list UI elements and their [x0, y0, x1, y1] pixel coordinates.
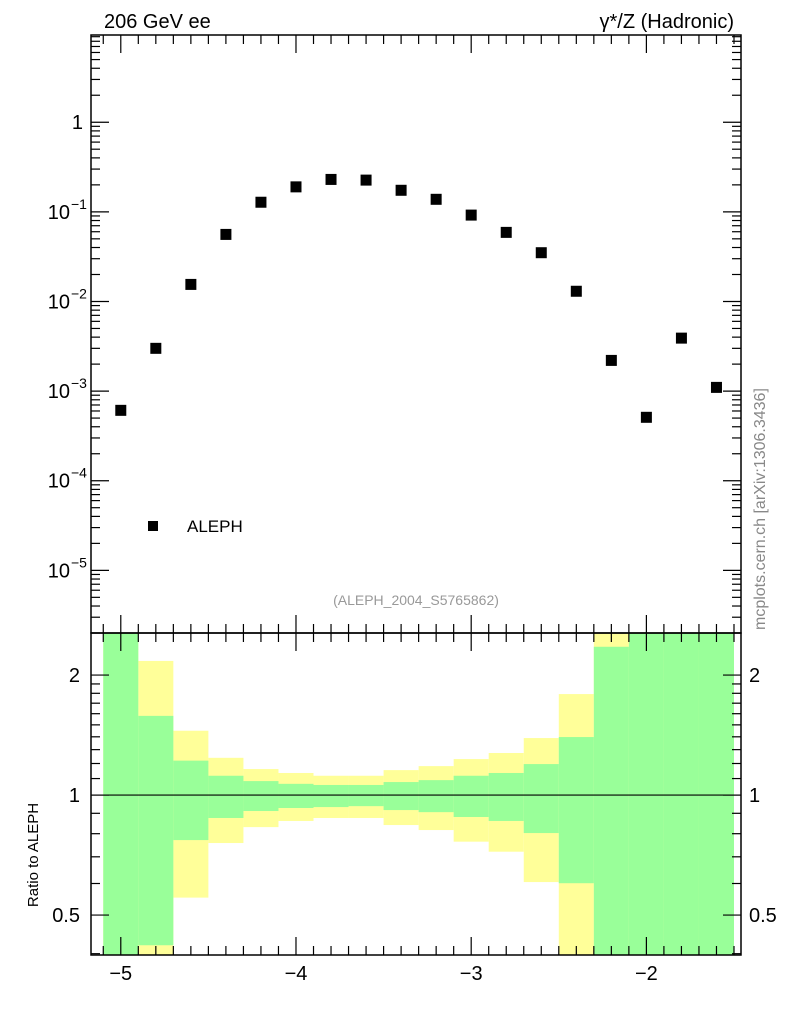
ratio-y-tick-label-right: 0.5 — [749, 905, 777, 927]
y-tick-exponent: −2 — [71, 285, 87, 301]
ratio-band-bin — [278, 783, 314, 808]
x-tick-label: −2 — [635, 963, 658, 985]
data-point — [710, 381, 722, 393]
data-point — [150, 342, 162, 354]
y-tick-label: 10 — [48, 471, 70, 493]
main-frame — [90, 34, 742, 634]
ratio-bands — [91, 633, 741, 955]
ratio-band-bin — [453, 775, 489, 817]
ratio-y-tick-label-right: 1 — [749, 785, 760, 807]
data-point — [255, 196, 267, 208]
y-tick-exponent: −1 — [71, 196, 87, 212]
ratio-band-bin — [383, 782, 419, 811]
data-point — [675, 332, 687, 344]
ratio-y-tick-label-left: 0.5 — [52, 905, 80, 927]
legend-label: ALEPH — [187, 517, 243, 536]
data-point — [500, 226, 512, 238]
ratio-band-bin — [628, 633, 664, 955]
y-tick-label: 10 — [48, 202, 70, 224]
y-tick-label: 10 — [48, 291, 70, 313]
data-point — [640, 411, 652, 423]
ratio-y-tick-label-left: 1 — [69, 785, 80, 807]
title-right: γ*/Z (Hadronic) — [600, 11, 734, 33]
data-point — [290, 181, 302, 193]
data-point — [570, 285, 582, 297]
ratio-band-bin — [208, 775, 244, 818]
ratio-frame — [90, 632, 742, 956]
data-point — [605, 354, 617, 366]
data-point — [325, 173, 337, 185]
y-tick-exponent: −4 — [71, 465, 87, 481]
ratio-band-bin — [523, 764, 559, 834]
data-point — [465, 209, 477, 221]
ratio-band-bin — [488, 772, 524, 821]
title-left: 206 GeV ee — [104, 11, 211, 33]
ratio-y-tick-label-left: 2 — [69, 665, 80, 687]
data-points — [115, 173, 722, 423]
y-tick-label: 10 — [48, 381, 70, 403]
ratio-band-bin — [173, 760, 209, 841]
legend-marker — [148, 521, 158, 531]
ratio-band-bin — [243, 781, 279, 812]
data-point — [535, 247, 547, 259]
x-tick-label: −3 — [460, 963, 483, 985]
y-tick-label: 10 — [48, 560, 70, 582]
x-tick-label: −5 — [109, 963, 132, 985]
ratio-band-bin — [698, 633, 734, 955]
data-point — [395, 184, 407, 196]
y-tick-exponent: −3 — [71, 375, 87, 391]
analysis-annotation: (ALEPH_2004_S5765862) — [333, 592, 499, 608]
y-tick-exponent: −5 — [71, 554, 87, 570]
side-label: mcplots.cern.ch [arXiv:1306.3436] — [752, 388, 769, 630]
ratio-y-tick-label-right: 2 — [749, 665, 760, 687]
ratio-band-bin — [663, 633, 699, 955]
y-tick-label: 1 — [72, 112, 83, 134]
ratio-band-bin — [558, 737, 594, 884]
x-tick-label: −4 — [285, 963, 308, 985]
ratio-band-bin — [418, 780, 454, 813]
ratio-band-bin — [138, 715, 174, 946]
data-point — [360, 174, 372, 186]
data-point — [115, 404, 127, 416]
data-point — [430, 193, 442, 205]
ratio-band-bin — [593, 646, 629, 955]
ratio-ylabel: Ratio to ALEPH — [25, 803, 42, 907]
ratio-band-bin — [103, 633, 139, 955]
ratio-band-bin — [313, 784, 349, 808]
data-point — [185, 278, 197, 290]
data-point — [220, 228, 232, 240]
